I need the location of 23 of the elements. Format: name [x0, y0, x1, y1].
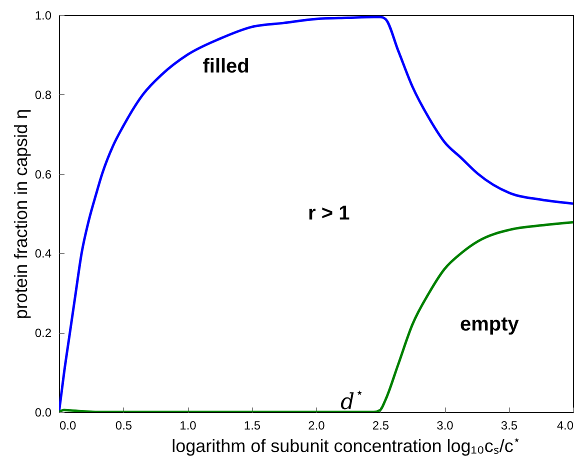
x-tick-label: 4.0	[556, 418, 574, 432]
y-tick-label: 0.0	[34, 406, 52, 420]
x-tick-label: 3.5	[500, 418, 518, 432]
y-tick-label: 0.8	[34, 88, 52, 102]
x-tick-label: 3.0	[436, 418, 454, 432]
annotation: filled	[202, 56, 250, 78]
annotation: d⋆	[340, 386, 364, 415]
x-tick-label: 2.0	[308, 418, 326, 432]
annotation: empty	[460, 314, 520, 336]
y-axis-title: protein fraction in capsid η	[10, 108, 31, 320]
annotation: r > 1	[308, 202, 350, 224]
x-tick-label: 2.5	[372, 418, 390, 432]
x-tick-label: 0.0	[60, 418, 77, 432]
line-series	[59, 16, 573, 412]
x-axis-title: logarithm of subunit concentration log₁₀cₛ/c⋆	[172, 433, 522, 456]
y-tick-label: 0.4	[34, 246, 52, 261]
line-series	[59, 220, 573, 412]
y-tick-label: 0.2	[34, 326, 52, 340]
x-tick-label: 1.5	[244, 418, 261, 432]
y-tick-label: 1.0	[34, 8, 52, 22]
x-tick-label: 1.0	[180, 418, 197, 432]
y-tick-label: 0.6	[34, 167, 52, 182]
x-tick-label: 0.5	[115, 418, 132, 432]
